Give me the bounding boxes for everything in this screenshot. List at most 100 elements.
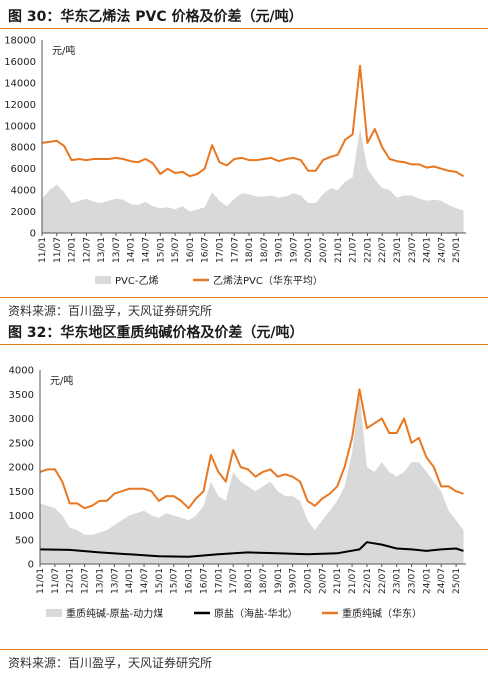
fig32-x-tick-label: 12/01 [66,568,76,594]
fig32-x-tick-label: 14/07 [140,568,150,594]
fig32-legend-swatch-0 [46,609,62,617]
fig30-x-tick-label: 16/01 [186,237,196,263]
fig32-x-tick-label: 22/07 [378,568,388,594]
figure-32-source: 资料来源：百川盈孚，天风证券研究所 [8,656,213,670]
fig32-x-tick-label: 13/07 [110,568,120,594]
fig32-y-tick-label: 0 [28,560,34,571]
fig30-x-tick-label: 11/01 [38,237,48,263]
fig30-x-tick-label: 16/07 [201,237,211,263]
fig32-x-tick-label: 17/07 [229,568,239,594]
fig32-x-tick-label: 17/01 [214,568,224,594]
fig30-x-tick-label: 18/07 [260,237,270,263]
fig32-x-tick-label: 18/07 [259,568,269,594]
fig30-y-tick-label: 18000 [4,36,36,47]
fig32-x-tick-label: 15/01 [155,568,165,594]
fig30-x-tick-label: 11/07 [53,237,63,263]
fig32-legend-label-1: 原盐（海盐-华北） [214,607,298,620]
fig32-y-tick-label: 1500 [9,487,34,498]
figure-32-chart: 0 500 1000 1500 2000 2500 3000 3500 4000 元/吨 11/01… [9,366,466,620]
fig30-x-tick-label: 15/07 [171,237,181,263]
fig30-x-tick-label: 20/01 [304,237,314,263]
fig30-x-tick-label: 15/01 [156,237,166,263]
fig30-x-tick-label: 17/07 [230,237,240,263]
figure-32-title: 图 32：华东地区重质纯碱价格及价差（元/吨） [8,325,304,341]
fig30-series-1 [41,64,465,178]
fig30-x-tick-label: 23/07 [408,237,418,263]
fig30-y-tick-label: 8000 [11,143,36,154]
fig30-y-tick-label: 2000 [11,207,36,218]
fig30-x-tick-label: 21/01 [334,237,344,263]
fig30-x-tick-label: 19/01 [275,237,285,263]
fig32-x-tick-label: 11/07 [51,568,61,594]
fig30-x-tick-label: 18/01 [245,237,255,263]
fig30-x-tick-label: 21/07 [349,237,359,263]
figure-32-title-rule [0,344,488,345]
fig30-y-tick-label: 6000 [11,164,36,175]
fig30-x-tick-label: 12/07 [82,237,92,263]
fig32-x-tick-label: 16/07 [199,568,209,594]
fig32-series-2 [39,388,464,510]
fig30-y-tick-label: 14000 [4,78,36,89]
fig32-y-tick-label: 4000 [9,366,34,377]
fig32-x-tick-label: 12/07 [81,568,91,594]
fig32-x-tick-label: 20/07 [318,568,328,594]
figure-30-title: 图 30：华东乙烯法 PVC 价格及价差（元/吨） [8,9,303,25]
fig32-x-tick-label: 14/01 [125,568,135,594]
fig32-x-tick-label: 25/01 [452,568,462,594]
fig32-y-tick-label: 3500 [9,390,34,401]
fig32-x-tick-label: 21/07 [348,568,358,594]
fig32-x-tick-label: 19/01 [274,568,284,594]
fig30-y-tick-label: 16000 [4,57,36,68]
figure-30-title-rule [0,28,488,29]
fig30-x-tick-label: 24/01 [423,237,433,263]
figure-30-source: 资料来源：百川盈孚，天风证券研究所 [8,304,213,318]
fig30-x-tick-label: 13/01 [97,237,107,263]
fig30-x-tick-label: 17/01 [215,237,225,263]
fig30-x-tick-label: 22/01 [363,237,373,263]
fig30-x-tick-label: 19/07 [289,237,299,263]
fig30-x-tick-label: 13/07 [112,237,122,263]
figure-30-source-rule [0,297,488,298]
fig30-legend-label-1: 乙烯法PVC（华东平均） [213,274,323,287]
fig32-x-tick-label: 15/07 [170,568,180,594]
fig32-series-1 [39,541,464,558]
fig32-x-tick-label: 24/01 [422,568,432,594]
figure-30-chart: 0 2000 4000 6000 8000 10000 12000 14000 16000 180… [4,36,466,287]
fig32-x-tick-label: 24/07 [437,568,447,594]
fig32-x-tick-label: 22/01 [363,568,373,594]
fig32-x-tick-label: 23/01 [393,568,403,594]
fig30-x-tick-label: 14/07 [142,237,152,263]
fig30-x-tick-label: 20/07 [319,237,329,263]
fig32-y-tick-label: 2500 [9,438,34,449]
fig30-y-tick-label: 10000 [4,121,36,132]
fig32-unit-label: 元/吨 [50,374,73,387]
fig30-x-tick-label: 14/01 [127,237,137,263]
fig30-unit-label: 元/吨 [52,44,75,57]
fig32-x-tick-label: 21/01 [333,568,343,594]
figure-32-source-rule [0,649,488,650]
fig32-y-tick-label: 500 [15,535,34,546]
fig30-legend-label-0: PVC-乙烯 [115,274,158,287]
fig30-x-tick-label: 22/07 [378,237,388,263]
fig32-x-tick-label: 23/07 [408,568,418,594]
fig30-y-tick-label: 4000 [11,186,36,197]
fig30-legend-swatch-0 [95,276,111,284]
fig32-series-0 [40,394,464,564]
fig30-series-0 [42,127,464,233]
fig32-x-tick-label: 13/01 [95,568,105,594]
fig32-y-tick-label: 2000 [9,463,34,474]
fig32-x-tick-label: 16/01 [185,568,195,594]
fig32-x-tick-label: 19/07 [289,568,299,594]
fig32-y-tick-label: 3000 [9,414,34,425]
fig32-x-tick-label: 20/01 [303,568,313,594]
fig32-y-tick-label: 1000 [9,511,34,522]
fig32-legend-label-0: 重质纯碱-原盐-动力煤 [66,607,163,620]
fig30-x-tick-label: 23/01 [393,237,403,263]
fig30-x-tick-label: 24/07 [437,237,447,263]
fig30-y-tick-label: 0 [30,229,36,240]
fig32-x-tick-label: 18/01 [244,568,254,594]
fig30-x-tick-label: 25/01 [452,237,462,263]
fig30-x-tick-label: 12/01 [68,237,78,263]
fig32-x-tick-label: 11/01 [36,568,46,594]
fig32-legend-label-2: 重质纯碱（华东） [342,607,422,620]
